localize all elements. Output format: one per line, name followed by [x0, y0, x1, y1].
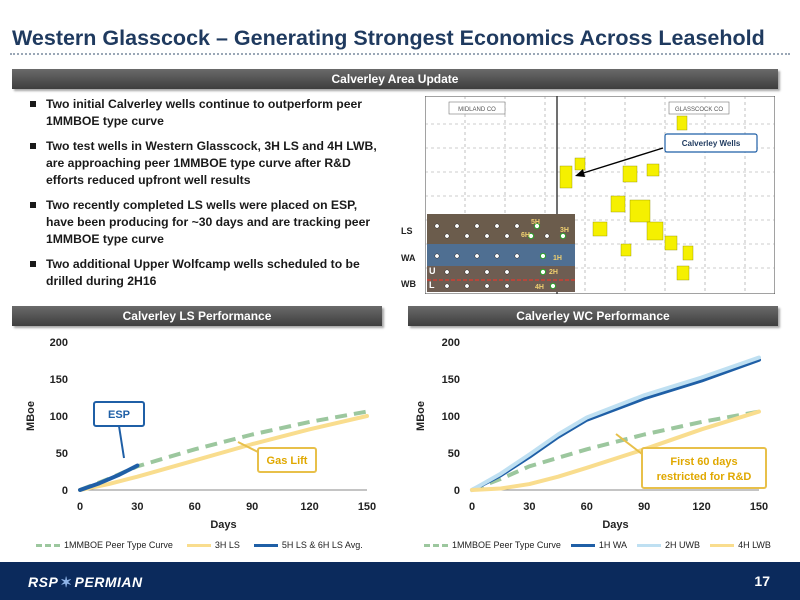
series-line-2h-uwb	[470, 355, 761, 492]
zone-label-wa: WA	[401, 253, 416, 263]
rd-annotation: First 60 days restricted for R&D	[615, 433, 767, 489]
x-tick-label: 150	[750, 501, 768, 513]
x-axis-title: Days	[210, 519, 236, 531]
bullet-list: Two initial Calverley wells continue to …	[30, 96, 385, 298]
x-tick-label: 30	[523, 501, 535, 513]
ls-legend: 1MMBOE Peer Type Curve 3H LS 5H LS & 6H …	[36, 540, 377, 550]
y-tick-label: 0	[454, 485, 460, 497]
title-divider	[10, 53, 790, 55]
series-line-1mmboe-peer-type-curve	[471, 409, 760, 492]
rd-box	[641, 447, 767, 489]
x-tick-label: 60	[189, 501, 201, 513]
calverley-update-header: Calverley Area Update	[12, 69, 778, 89]
y-axis-title: MBoe	[415, 401, 427, 431]
x-tick-label: 120	[300, 501, 318, 513]
wc-performance-chart: 0 50 100 150 200 0 30 60 90 120 150 Days MBoe First 6…	[415, 337, 768, 531]
legend-item: 2H UWB	[637, 540, 700, 550]
legend-item: 1H WA	[570, 540, 627, 550]
bullet-item: Two additional Upper Wolfcamp wells sche…	[30, 256, 385, 290]
wc-performance-header: Calverley WC Performance	[408, 306, 778, 326]
legend-item: 3H LS	[186, 540, 240, 550]
well-label: 3H	[560, 227, 569, 234]
calverley-wells-callout: Calverley Wells	[682, 139, 741, 148]
zone-label-wb: WB	[401, 279, 416, 289]
rd-leader	[615, 433, 643, 455]
legend-item: 4H LWB	[710, 540, 771, 550]
bullet-item: Two test wells in Western Glasscock, 3H …	[30, 138, 385, 189]
bullet-item: Two initial Calverley wells continue to …	[30, 96, 385, 130]
legend-item: 1MMBOE Peer Type Curve	[36, 540, 173, 550]
footer-bar: RSP ✶ PERMIAN 17	[0, 562, 800, 600]
company-logo: RSP ✶ PERMIAN	[28, 574, 143, 590]
esp-label: ESP	[108, 409, 130, 421]
legend-item: 5H LS & 6H LS Avg.	[253, 540, 363, 550]
ls-performance-header: Calverley LS Performance	[12, 306, 382, 326]
gas-lift-leader	[237, 441, 259, 453]
page-title: Western Glasscock – Generating Strongest…	[12, 26, 765, 50]
y-tick-label: 200	[442, 337, 460, 349]
bullet-item: Two recently completed LS wells were pla…	[30, 197, 385, 248]
y-tick-label: 150	[442, 374, 460, 386]
y-tick-label: 0	[62, 485, 68, 497]
calverley-map: MIDLAND CO GLASSCOCK CO Calverley Wells …	[425, 96, 775, 294]
x-tick-label: 0	[469, 501, 475, 513]
y-tick-label: 50	[56, 448, 68, 460]
ls-performance-chart: 0 50 100 150 200 0 30 60 90 120 150 Days MBoe ESP Gas …	[25, 337, 376, 531]
esp-annotation: ESP	[93, 401, 145, 459]
well-label: 2H	[549, 269, 558, 276]
series-line-5h-ls-6h-ls-avg-	[78, 463, 140, 492]
y-tick-label: 200	[50, 337, 68, 349]
rd-label-line1: First 60 days	[670, 456, 737, 468]
y-axis-title: MBoe	[25, 401, 37, 431]
rd-label-line2: restricted for R&D	[657, 471, 752, 483]
well-label: 4H	[535, 284, 544, 291]
well-cross-section: 5H 3H 6H 1H 2H 4H U L	[427, 214, 575, 292]
x-tick-label: 90	[638, 501, 650, 513]
gas-lift-annotation: Gas Lift	[237, 441, 317, 473]
zone-upper-label: U	[429, 266, 436, 276]
y-tick-label: 100	[50, 411, 68, 423]
x-tick-label: 90	[246, 501, 258, 513]
y-tick-label: 150	[50, 374, 68, 386]
gas-lift-box	[257, 447, 317, 473]
wc-legend: 1MMBOE Peer Type Curve 1H WA 2H UWB 4H L…	[424, 540, 771, 550]
x-tick-label: 150	[358, 501, 376, 513]
county-label-midland: MIDLAND CO	[458, 107, 496, 113]
county-label-glasscock: GLASSCOCK CO	[675, 107, 723, 113]
x-tick-label: 30	[131, 501, 143, 513]
series-line-4h-lwb	[470, 409, 761, 492]
well-label: 5H	[531, 219, 540, 226]
x-tick-label: 0	[77, 501, 83, 513]
series-line-3h-ls	[78, 414, 369, 492]
legend-item: 1MMBOE Peer Type Curve	[424, 540, 561, 550]
star-icon: ✶	[60, 574, 73, 590]
well-label: 6H	[521, 232, 530, 239]
zone-lower-label: L	[429, 280, 435, 290]
esp-leader	[118, 425, 125, 459]
x-tick-label: 60	[581, 501, 593, 513]
x-axis-title: Days	[602, 519, 628, 531]
page-number: 17	[754, 573, 770, 589]
gas-lift-label: Gas Lift	[267, 455, 308, 467]
y-tick-label: 100	[442, 411, 460, 423]
well-label: 1H	[553, 255, 562, 262]
y-tick-label: 50	[448, 448, 460, 460]
x-tick-label: 120	[692, 501, 710, 513]
zone-label-ls: LS	[401, 226, 413, 236]
